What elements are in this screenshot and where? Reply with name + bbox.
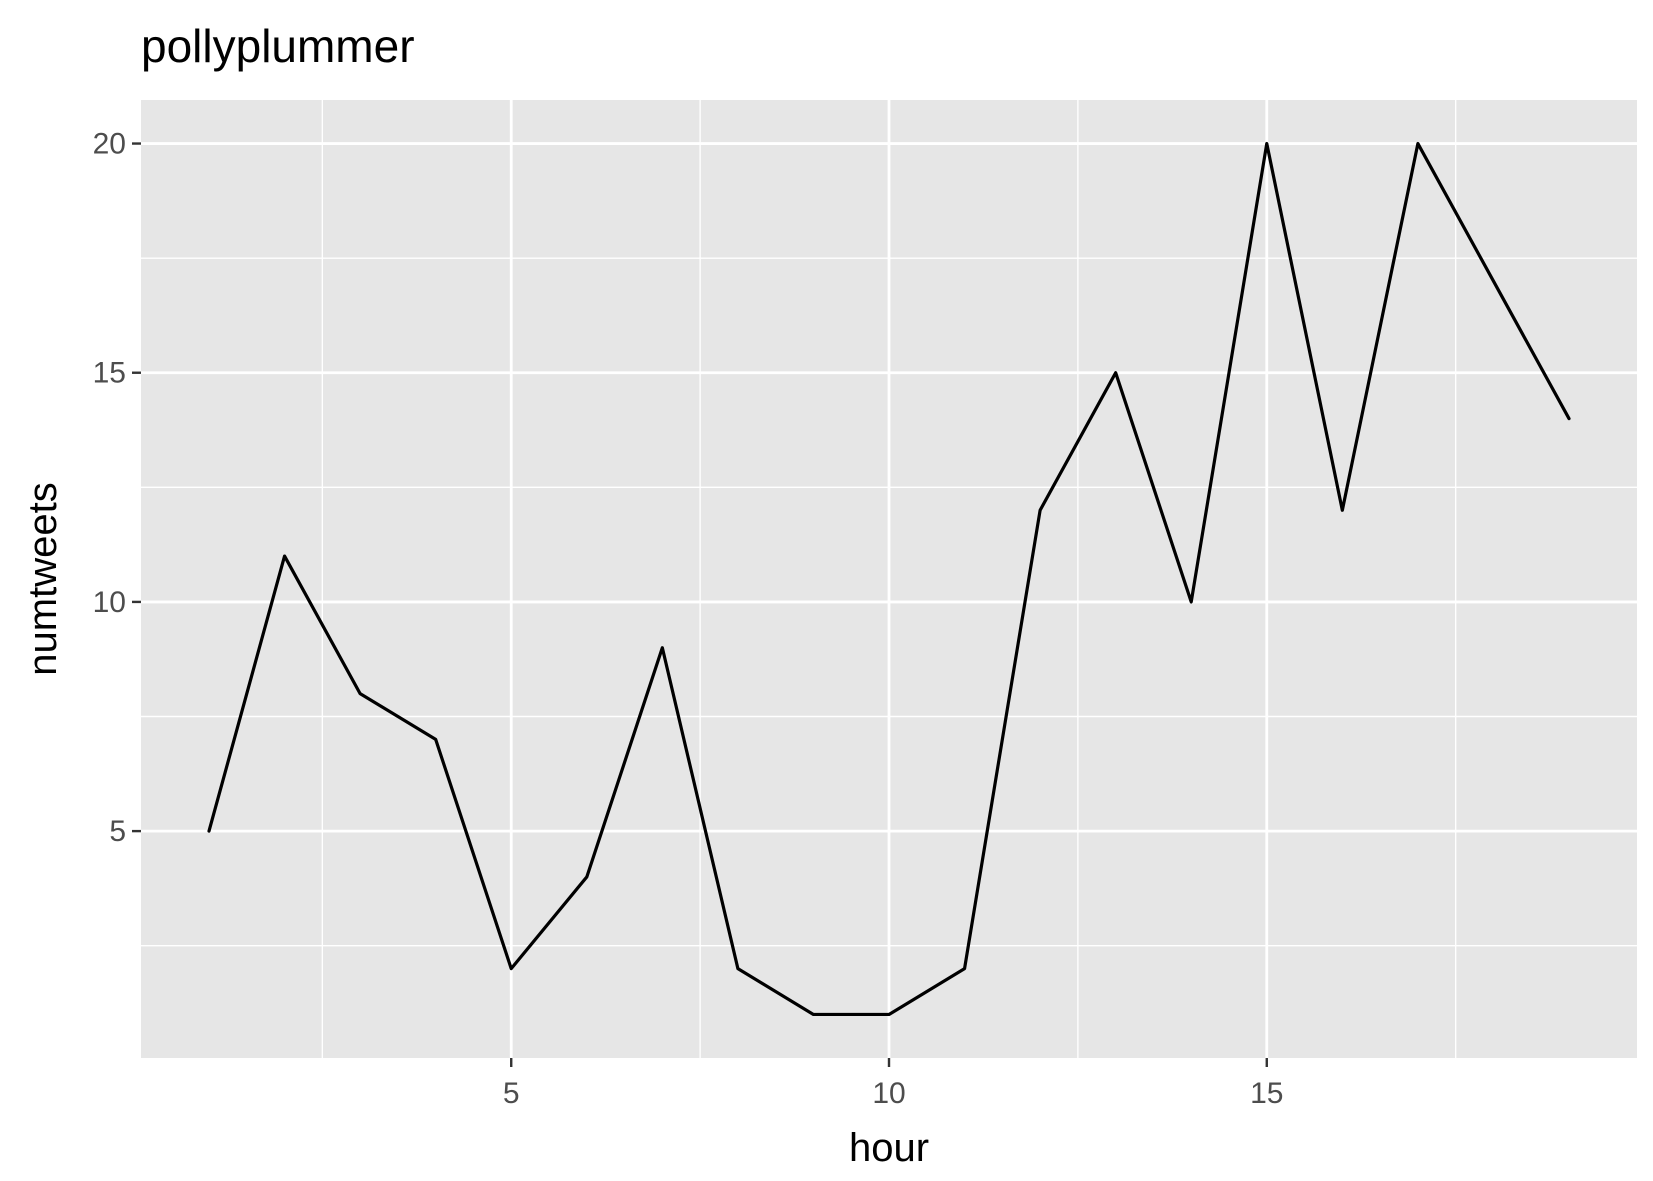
y-tick-label-3: 20 [93,128,126,161]
y-axis-title: numtweets [21,482,65,675]
x-axis-ticks: 5 10 15 [503,1058,1283,1110]
y-axis-ticks: 5 10 15 20 [93,128,141,848]
series-line-0 [207,141,1571,1017]
chart-title: pollyplummer [141,20,415,72]
y-tick-label-2: 15 [93,357,126,390]
y-tick-label-0: 5 [109,815,126,848]
y-tick-label-1: 10 [93,586,126,619]
series-layer [207,141,1571,1017]
x-tick-label-2: 15 [1250,1077,1283,1110]
major-gridlines [141,100,1637,1058]
x-tick-label-1: 10 [872,1077,905,1110]
x-tick-label-0: 5 [503,1077,520,1110]
x-axis-title: hour [849,1126,929,1170]
